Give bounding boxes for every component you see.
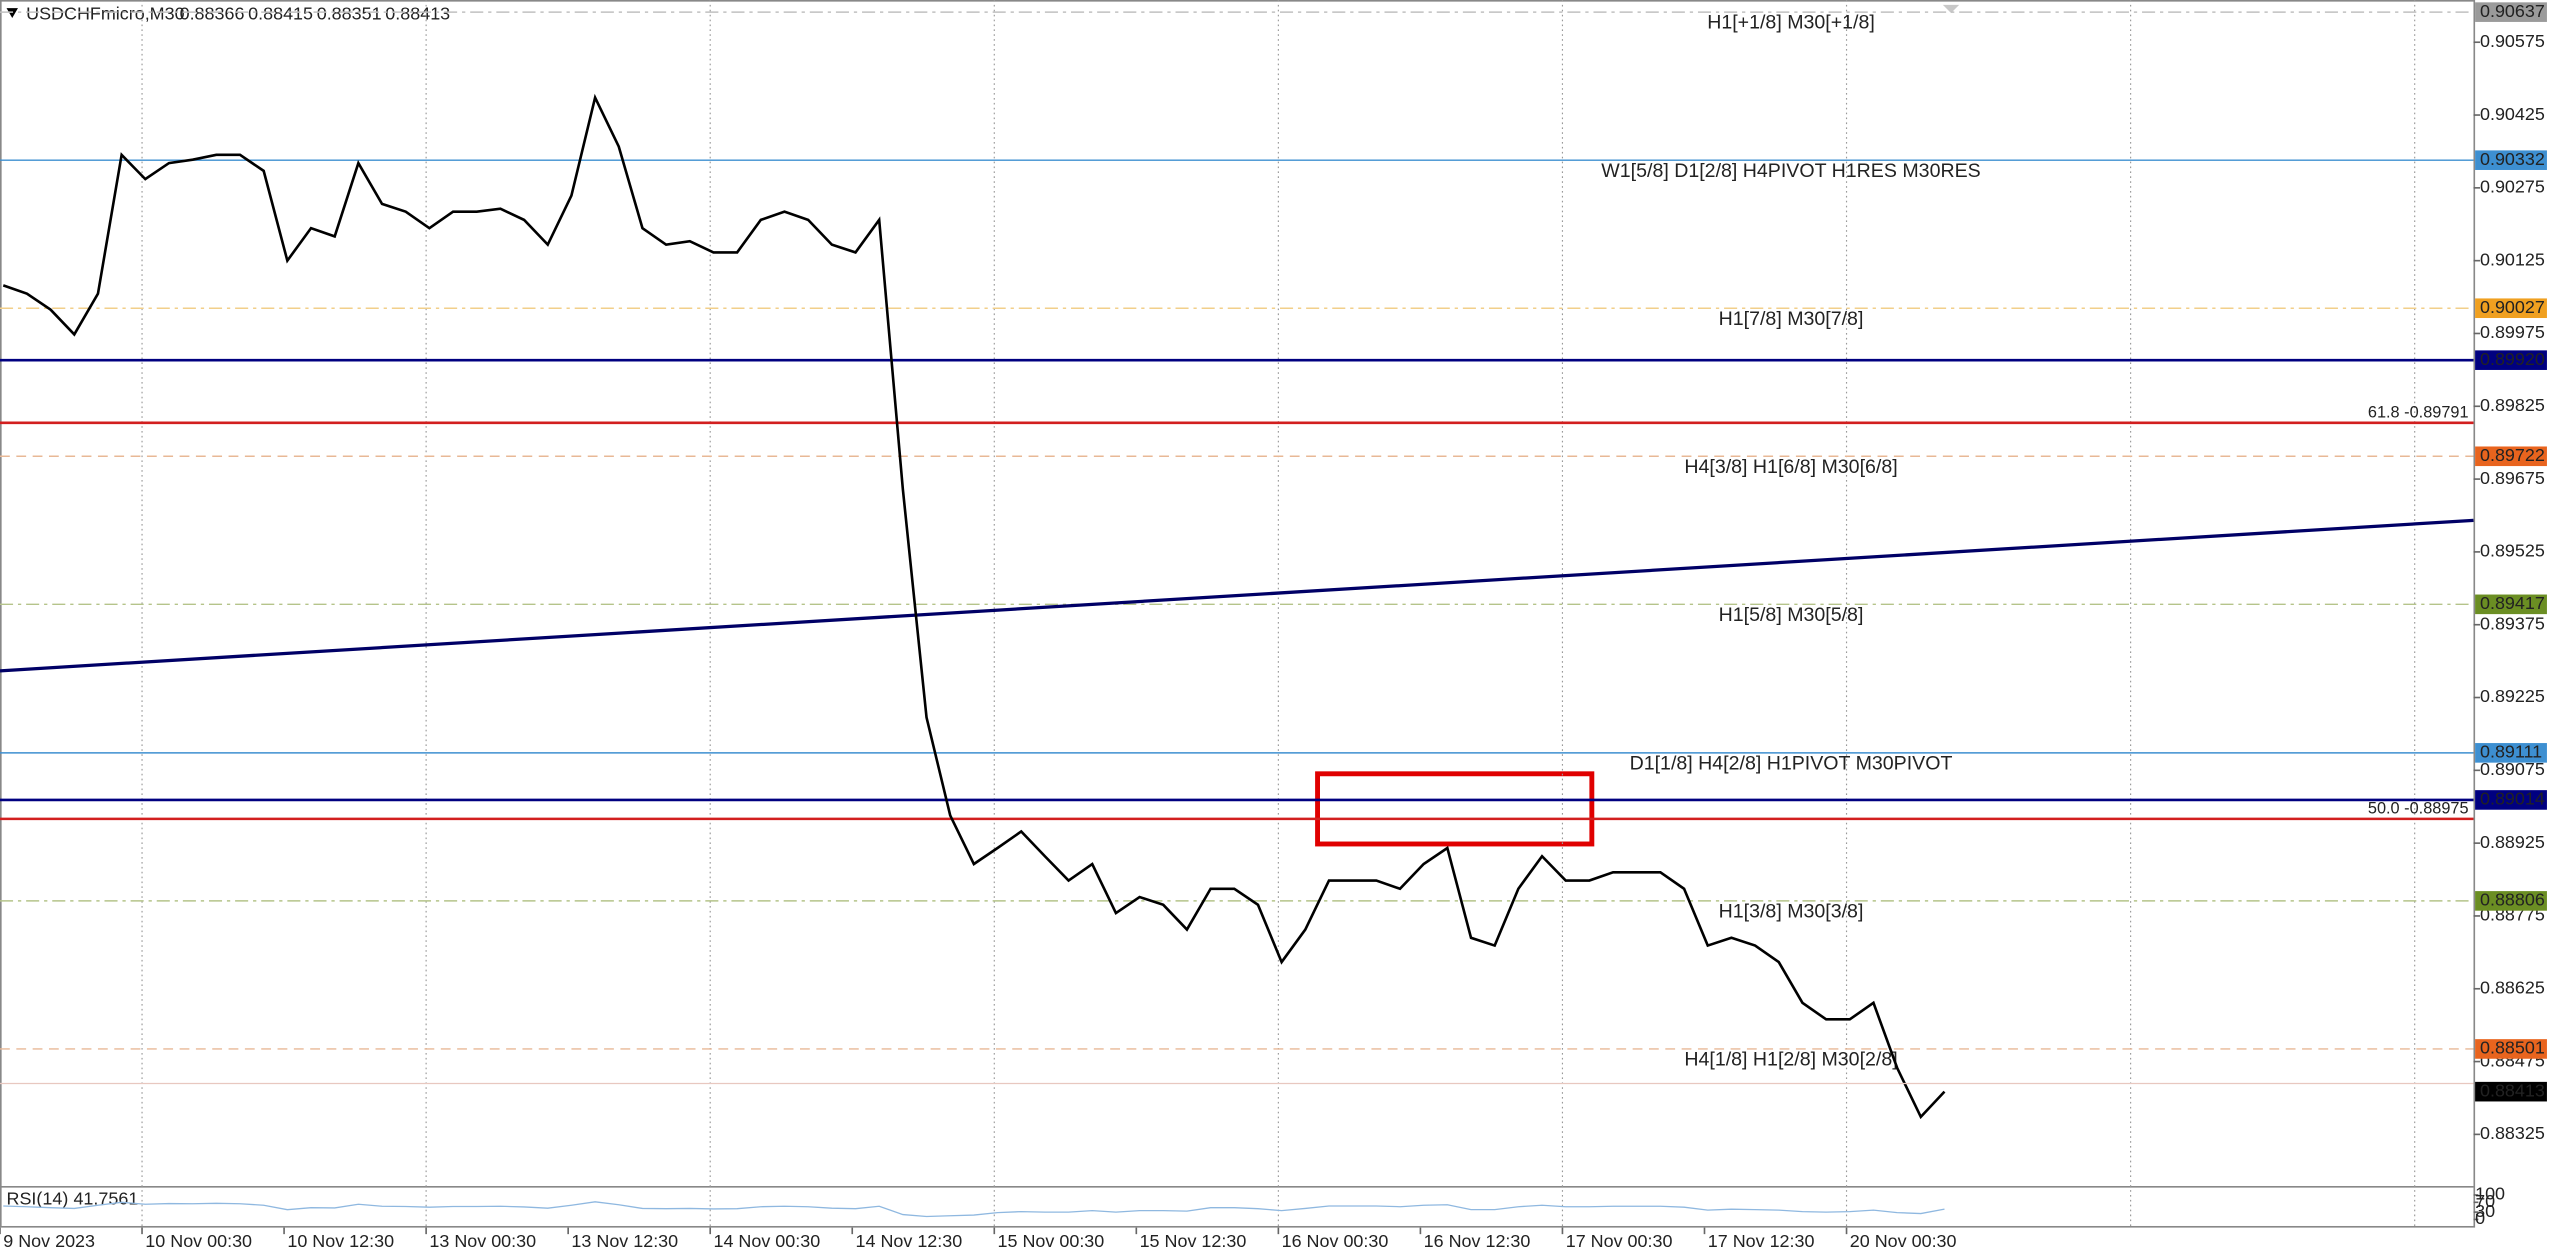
price-box-label: 0.90637 [2480,1,2545,21]
y-tick-label: 0.90275 [2480,177,2545,197]
x-tick-label: 20 Nov 00:30 [1850,1231,1957,1251]
rsi-value: 41.7561 [73,1189,138,1209]
price-line [2,93,1946,1120]
price-box [2475,790,2547,810]
price-box-label: 0.89722 [2480,445,2545,465]
rsi-tick-label: 100 [2475,1184,2505,1204]
rsi-label: RSI(14) [7,1189,69,1209]
y-tick-label: 0.88925 [2480,832,2545,852]
x-tick-label: 10 Nov 12:30 [287,1231,394,1251]
fib-label: 50.0 -0.88975 [2368,799,2469,817]
ohlc-value: 0.88415 [248,3,313,23]
highlight-box [1315,771,1595,847]
y-tick-label: 0.89825 [2480,395,2545,415]
y-tick-label: 0.89075 [2480,759,2545,779]
current-price-label: 0.88413 [2480,1080,2545,1100]
price-box [2475,743,2547,763]
x-tick-label: 15 Nov 00:30 [998,1231,1105,1251]
fib-label: 61.8 -0.89791 [2368,403,2469,421]
price-box-label: 0.90027 [2480,297,2545,317]
x-tick-label: 17 Nov 00:30 [1566,1231,1673,1251]
x-tick-label: 14 Nov 12:30 [856,1231,963,1251]
x-tick-label: 9 Nov 2023 [3,1231,95,1251]
y-tick-label: 0.89975 [2480,322,2545,342]
level-label: H4[3/8] H1[6/8] M30[6/8] [1684,456,1897,478]
menu-triangle[interactable] [6,8,18,18]
price-box-label: 0.89417 [2480,593,2545,613]
x-tick-label: 14 Nov 00:30 [713,1231,820,1251]
x-tick-label: 15 Nov 12:30 [1140,1231,1247,1251]
rsi-line [3,1201,1945,1218]
y-tick-label: 0.89375 [2480,613,2545,633]
price-box-label: 0.90332 [2480,149,2545,169]
x-tick-label: 13 Nov 12:30 [571,1231,678,1251]
rsi-tick-label: 70 [2475,1191,2495,1211]
level-label: H1[7/8] M30[7/8] [1719,308,1864,330]
y-tick-label: 0.88325 [2480,1123,2545,1143]
price-box [2475,2,2547,22]
x-tick-label: 13 Nov 00:30 [429,1231,536,1251]
y-tick-label: 0.88625 [2480,977,2545,997]
level-label: H1[3/8] M30[3/8] [1719,901,1864,923]
current-price-box [2475,1081,2547,1102]
price-box [2475,1039,2547,1059]
symbol: USDCHFmicro,M30 [26,3,184,23]
price-box [2475,350,2547,370]
price-box [2475,446,2547,467]
price-box-label: 0.89111 [2480,742,2542,762]
rsi-tick-label: 30 [2475,1201,2495,1221]
y-tick-label: 0.90575 [2480,31,2545,51]
price-box-label: 0.89014 [2480,789,2545,809]
x-tick-label: 16 Nov 00:30 [1282,1231,1389,1251]
price-box [2475,150,2547,170]
ohlc-value: 0.88366 [180,3,245,23]
x-tick-label: 17 Nov 12:30 [1708,1231,1815,1251]
y-tick-label: 0.90125 [2480,249,2545,269]
plot-frame [0,0,2476,1228]
y-tick-label: 0.89525 [2480,541,2545,561]
x-tick-label: 10 Nov 00:30 [145,1231,252,1251]
level-label: H1[5/8] M30[5/8] [1719,604,1864,626]
x-tick-label: 16 Nov 12:30 [1424,1231,1531,1251]
ohlc-value: 0.88351 [317,3,382,23]
price-box-label: 0.88501 [2480,1038,2545,1058]
level-label: W1[5/8] D1[2/8] H4PIVOT H1RES M30RES [1601,160,1980,182]
level-label: H4[1/8] H1[2/8] M30[2/8] [1684,1049,1897,1071]
y-tick-label: 0.90425 [2480,104,2545,124]
trendline [0,518,2474,673]
level-label: H1[+1/8] M30[+1/8] [1707,12,1875,34]
price-box [2475,298,2547,319]
y-tick-label: 0.89225 [2480,686,2545,706]
level-label: D1[1/8] H4[2/8] H1PIVOT M30PIVOT [1630,752,1953,774]
price-box [2475,594,2547,615]
shift-marker [1942,4,1960,14]
y-tick-label: 0.89675 [2480,468,2545,488]
price-box-label: 0.88806 [2480,890,2545,910]
price-box [2475,891,2547,911]
ohlc-value: 0.88413 [385,3,450,23]
ohlc-values: 0.88366 0.88415 0.88351 0.88413 [180,3,451,23]
price-box-label: 0.89920 [2480,349,2545,369]
rsi-tick-label: 0 [2475,1208,2485,1228]
